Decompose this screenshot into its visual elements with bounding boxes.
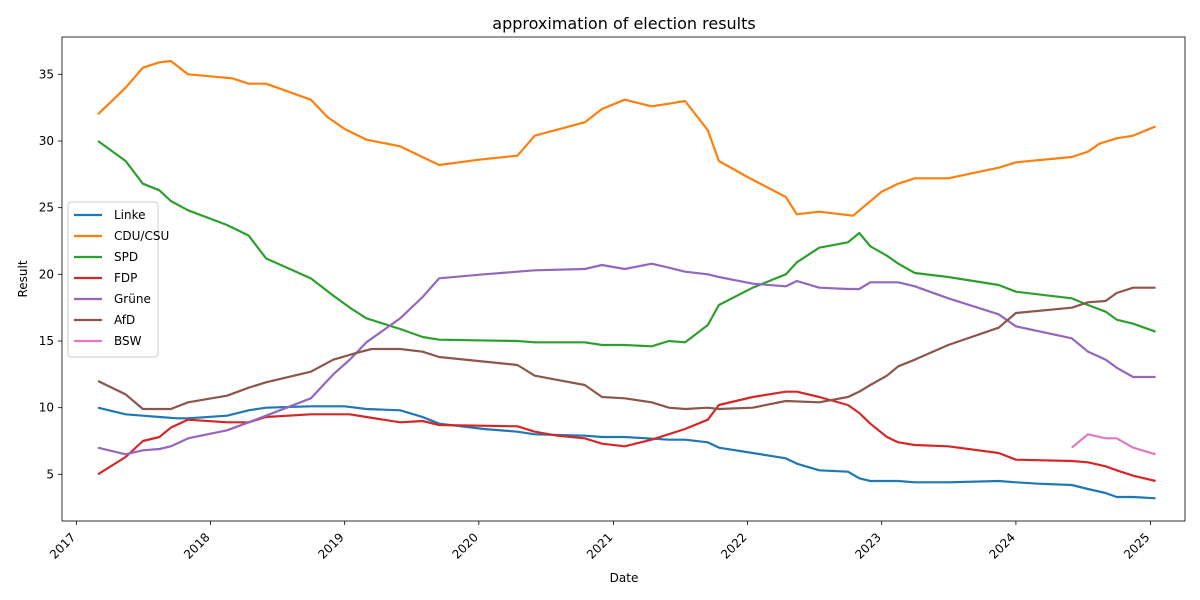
legend-label: AfD xyxy=(114,313,135,327)
y-tick-label: 15 xyxy=(39,334,54,348)
y-tick-label: 10 xyxy=(39,401,54,415)
legend-label: BSW xyxy=(114,334,142,348)
y-tick-label: 25 xyxy=(39,201,54,215)
y-tick-label: 30 xyxy=(39,134,54,148)
y-tick-label: 5 xyxy=(46,467,54,481)
series-line-6 xyxy=(1071,433,1156,456)
legend-label: Linke xyxy=(114,208,146,222)
series-line-4 xyxy=(97,262,1156,456)
y-tick-label: 35 xyxy=(39,67,54,81)
x-axis-label: Date xyxy=(610,571,639,585)
series-layer xyxy=(97,59,1157,500)
legend-label: CDU/CSU xyxy=(114,229,169,243)
y-tick-label: 20 xyxy=(39,267,54,281)
series-line-2 xyxy=(97,140,1156,348)
series-line-0 xyxy=(97,405,1156,500)
legend-label: SPD xyxy=(114,250,138,264)
chart-title: approximation of election results xyxy=(492,14,755,33)
legend-box xyxy=(67,201,159,358)
series-line-1 xyxy=(97,59,1157,217)
legend-label: Grüne xyxy=(114,292,151,306)
legend: Linke CDU/CSU SPD FDP Grüne AfD BSW xyxy=(67,201,169,358)
series-line-5 xyxy=(97,286,1156,411)
y-axis-label: Result xyxy=(16,260,30,297)
plot-frame xyxy=(61,36,1186,522)
y-axis: 5 10 15 20 25 30 35 xyxy=(39,67,62,481)
legend-label: FDP xyxy=(114,271,137,285)
